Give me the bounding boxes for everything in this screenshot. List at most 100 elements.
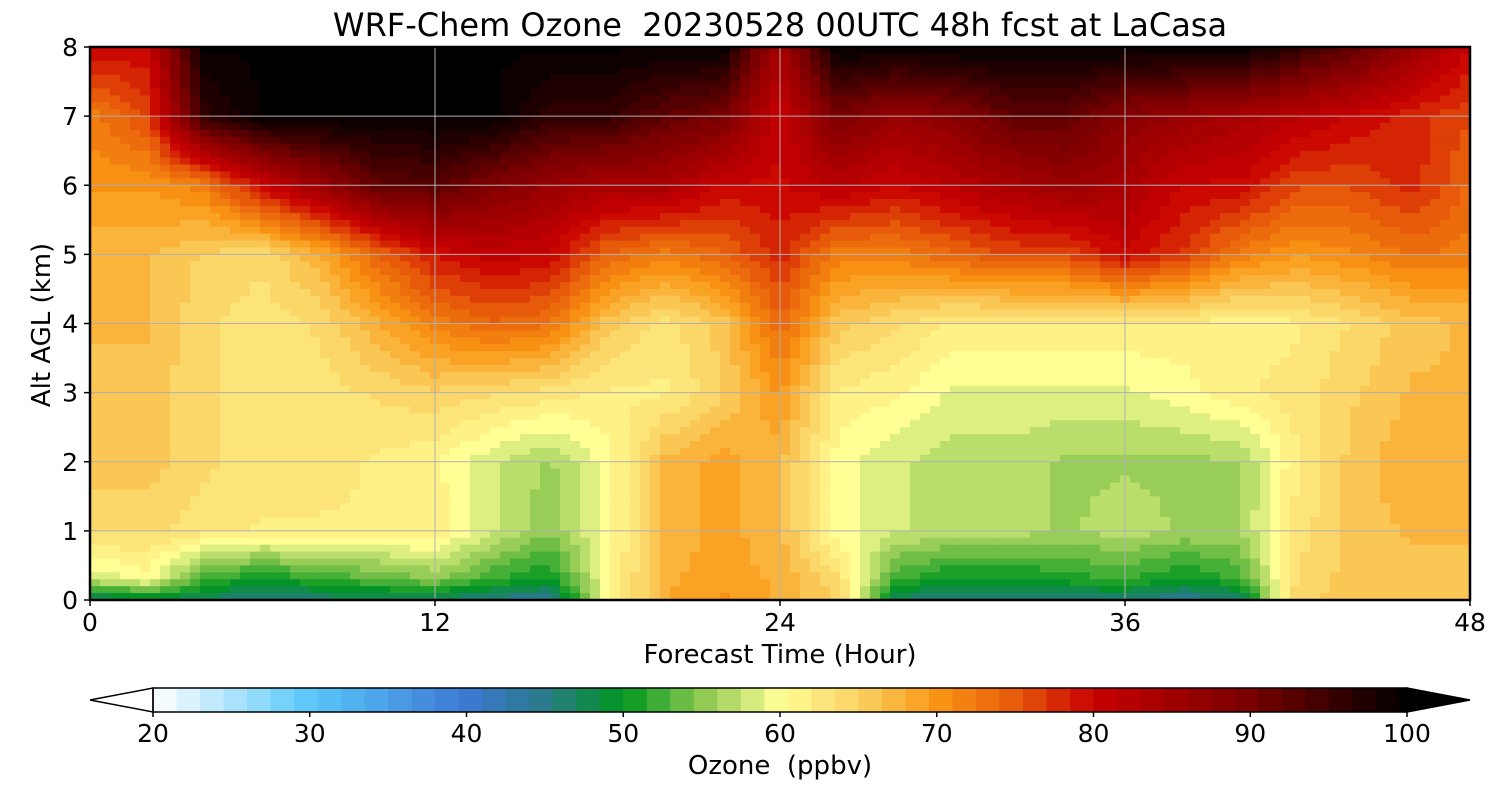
heatmap-cell <box>460 205 471 214</box>
heatmap-cell <box>1190 233 1201 242</box>
heatmap-cell <box>450 171 461 179</box>
heatmap-cell <box>200 81 211 90</box>
heatmap-cell <box>1110 136 1121 145</box>
heatmap-cell <box>460 185 471 193</box>
heatmap-cell <box>790 226 801 235</box>
heatmap-cell <box>1070 109 1081 117</box>
heatmap-cell <box>1350 282 1361 290</box>
heatmap-cell <box>1350 136 1361 145</box>
heatmap-cell <box>940 254 951 262</box>
heatmap-cell <box>1320 136 1331 145</box>
heatmap-cell <box>170 233 181 242</box>
heatmap-cell <box>650 109 661 117</box>
heatmap-cell <box>680 129 691 138</box>
heatmap-cell <box>790 219 801 228</box>
heatmap-cell <box>940 136 951 145</box>
heatmap-cell <box>360 60 371 69</box>
heatmap-cell <box>440 129 451 138</box>
heatmap-cell <box>150 192 161 200</box>
heatmap-cell <box>270 102 281 110</box>
heatmap-cell <box>990 102 1001 110</box>
heatmap-cell <box>1460 185 1470 193</box>
heatmap-cell <box>150 268 161 276</box>
heatmap-cell <box>640 275 651 283</box>
heatmap-cell <box>90 199 101 207</box>
heatmap-cell <box>1240 150 1251 159</box>
heatmap-cell <box>90 205 101 214</box>
heatmap-cell <box>160 123 171 131</box>
heatmap-cell <box>230 233 241 242</box>
heatmap-cell <box>500 150 511 159</box>
heatmap-cell <box>1020 109 1031 117</box>
heatmap-cell <box>1130 171 1141 179</box>
heatmap-cell <box>920 136 931 145</box>
heatmap-cell <box>520 116 531 124</box>
heatmap-cell <box>440 95 451 103</box>
heatmap-cell <box>540 136 551 145</box>
heatmap-cell <box>160 212 171 221</box>
heatmap-cell <box>1440 109 1451 117</box>
heatmap-cell <box>460 81 471 90</box>
heatmap-cell <box>880 60 891 69</box>
heatmap-cell <box>840 88 851 96</box>
heatmap-cell <box>520 47 531 55</box>
heatmap-cell <box>660 178 671 186</box>
heatmap-cell <box>180 143 191 152</box>
heatmap-cell <box>810 282 821 290</box>
heatmap-cell <box>210 240 221 249</box>
heatmap-cell <box>240 102 251 110</box>
heatmap-cell <box>970 254 981 262</box>
heatmap-cell <box>1300 212 1311 221</box>
heatmap-cell <box>420 74 431 83</box>
heatmap-cell <box>1330 288 1341 297</box>
heatmap-cell <box>730 81 741 90</box>
heatmap-cell <box>880 81 891 90</box>
heatmap-cell <box>550 205 561 214</box>
heatmap-cell <box>1380 164 1391 173</box>
heatmap-cell <box>1430 240 1441 249</box>
heatmap-cell <box>1240 95 1251 103</box>
heatmap-cell <box>740 123 751 131</box>
heatmap-cell <box>680 219 691 228</box>
heatmap-cell <box>1140 67 1151 76</box>
heatmap-cell <box>1420 143 1431 152</box>
heatmap-cell <box>1270 116 1281 124</box>
heatmap-cell <box>1410 275 1421 283</box>
heatmap-cell <box>680 275 691 283</box>
heatmap-cell <box>1410 185 1421 193</box>
heatmap-cell <box>150 74 161 83</box>
heatmap-cell <box>1300 53 1311 62</box>
heatmap-cell <box>880 109 891 117</box>
heatmap-cell <box>1230 116 1241 124</box>
heatmap-cell <box>1190 178 1201 186</box>
heatmap-cell <box>240 136 251 145</box>
heatmap-cell <box>240 199 251 207</box>
heatmap-cell <box>200 254 211 262</box>
heatmap-cell <box>830 199 841 207</box>
heatmap-cell <box>300 219 311 228</box>
heatmap-cell <box>760 88 771 96</box>
heatmap-cell <box>1290 67 1301 76</box>
heatmap-cell <box>340 261 351 269</box>
heatmap-cell <box>1270 74 1281 83</box>
heatmap-cell <box>610 102 621 110</box>
heatmap-cell <box>1110 74 1121 83</box>
heatmap-cell <box>810 288 821 297</box>
heatmap-cell <box>1380 95 1391 103</box>
heatmap-cell <box>1220 261 1231 269</box>
heatmap-cell <box>100 136 111 145</box>
heatmap-cell <box>1330 261 1341 269</box>
heatmap-cell <box>130 67 141 76</box>
heatmap-cell <box>780 109 791 117</box>
heatmap-cell <box>1060 199 1071 207</box>
heatmap-cell <box>530 226 541 235</box>
heatmap-cell <box>530 212 541 221</box>
heatmap-cell <box>930 95 941 103</box>
heatmap-cell <box>200 282 211 290</box>
heatmap-cell <box>1130 157 1141 166</box>
heatmap-cell <box>1080 268 1091 276</box>
heatmap-cell <box>1230 247 1241 255</box>
heatmap-cell <box>140 47 151 55</box>
heatmap-cell <box>1190 164 1201 173</box>
heatmap-cell <box>710 136 721 145</box>
